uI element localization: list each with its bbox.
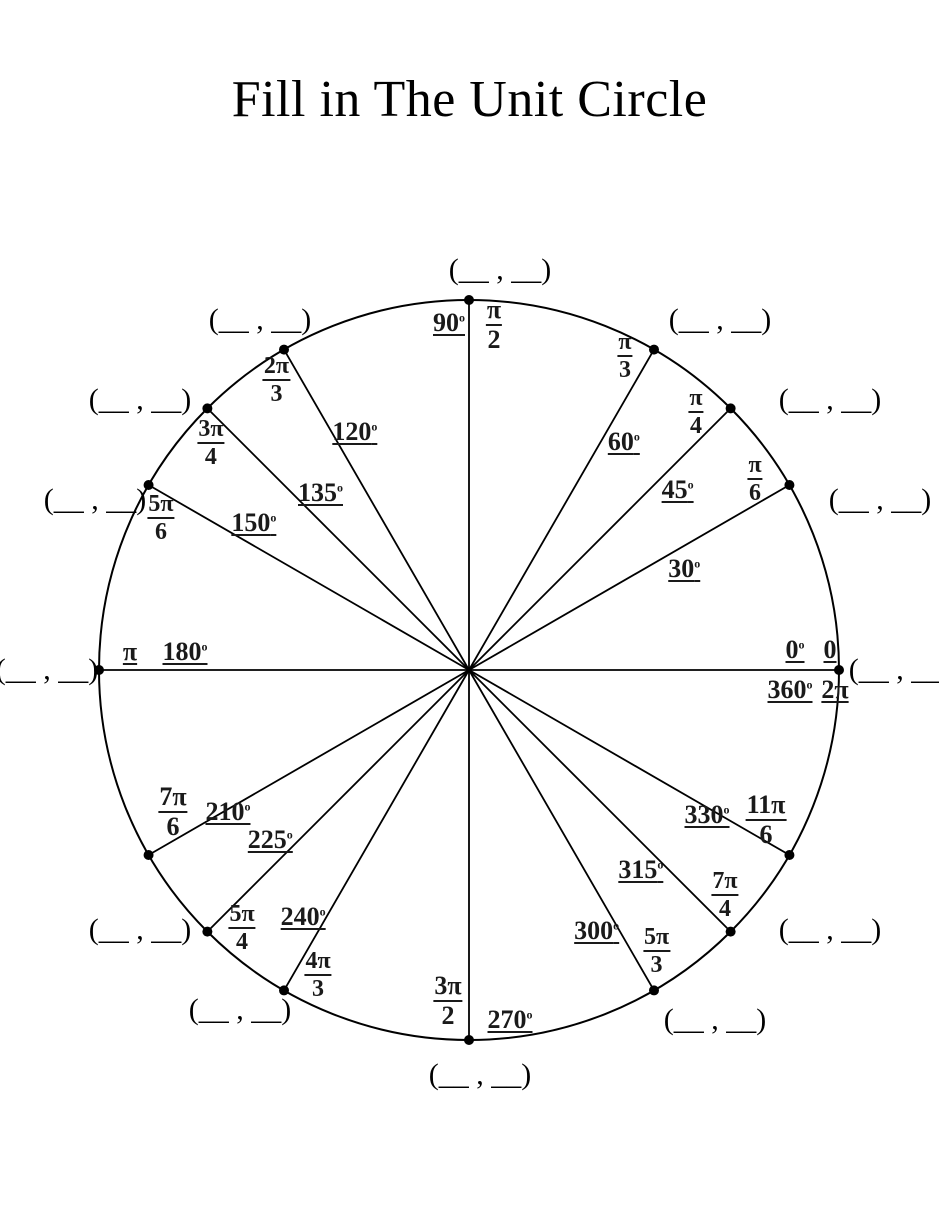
angle-225-rad: 5π4 <box>228 902 255 954</box>
angle-270-coord-blank: (__ , __) <box>429 1058 531 1092</box>
angle-30-deg: 30o <box>668 554 700 584</box>
angle-90-label: π2 <box>486 297 502 353</box>
unit-circle-svg <box>0 0 939 1200</box>
angle-0-label: 0 <box>824 635 837 665</box>
angle-60-deg: 60o <box>608 427 640 457</box>
angle-180-coord-blank: (__ , __) <box>0 653 98 687</box>
angle-45-deg: 45o <box>662 475 694 505</box>
angle-240-rad: 4π3 <box>304 949 331 1001</box>
angle-135-deg: 135o <box>298 478 343 508</box>
angle-150-coord-blank: (__ , __) <box>44 483 146 517</box>
angle-210-label: 210o <box>206 797 251 827</box>
angle-180-label: π <box>123 637 137 667</box>
angle-330-label: 11π6 <box>746 792 787 848</box>
angle-60-rad: π3 <box>617 330 632 382</box>
angle-150-rad: 5π6 <box>147 492 174 544</box>
angle-315-rad: 7π4 <box>711 869 738 921</box>
angle-225-deg: 225o <box>248 825 293 855</box>
angle-315-deg: 315o <box>618 855 663 885</box>
angle-210-label: 7π6 <box>158 784 187 840</box>
angle-0-coord-blank: (__ , __) <box>849 653 939 687</box>
angle-270-label: 270o <box>488 1005 533 1035</box>
angle-90-coord-blank: (__ , __) <box>449 253 551 287</box>
angle-300-deg: 300o <box>574 916 619 946</box>
angle-180-label: 180o <box>163 637 208 667</box>
angle-45-coord-blank: (__ , __) <box>779 383 881 417</box>
angle-270-label: 3π2 <box>433 973 462 1029</box>
angle-90-label: 90o <box>433 308 465 338</box>
angle-225-coord-blank: (__ , __) <box>89 913 191 947</box>
angle-150-deg: 150o <box>231 508 276 538</box>
angle-0-label: 0o <box>786 635 805 665</box>
angle-135-coord-blank: (__ , __) <box>89 383 191 417</box>
angle-120-coord-blank: (__ , __) <box>209 303 311 337</box>
diagram-stage: 0o0360o2π(__ , __)30oπ6(__ , __)45oπ4(__… <box>0 0 939 1200</box>
angle-45-rad: π4 <box>688 386 703 438</box>
angle-300-coord-blank: (__ , __) <box>664 1003 766 1037</box>
angle-240-coord-blank: (__ , __) <box>189 993 291 1027</box>
angle-330-label: 330o <box>685 800 730 830</box>
angle-315-coord-blank: (__ , __) <box>779 913 881 947</box>
angle-120-rad: 2π3 <box>263 354 290 406</box>
angle-240-deg: 240o <box>281 902 326 932</box>
angle-30-coord-blank: (__ , __) <box>829 483 931 517</box>
angle-60-coord-blank: (__ , __) <box>669 303 771 337</box>
angle-30-rad: π6 <box>747 453 762 505</box>
angle-0-label: 360o <box>768 675 813 705</box>
angle-120-deg: 120o <box>332 417 377 447</box>
angle-300-rad: 5π3 <box>643 925 670 977</box>
angle-135-rad: 3π4 <box>197 417 224 469</box>
angle-0-label: 2π <box>821 675 848 705</box>
